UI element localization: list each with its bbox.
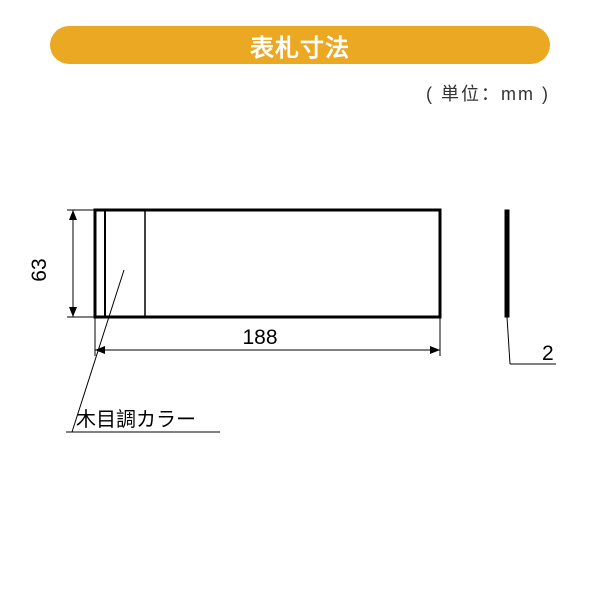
dim-h-value: 63 [28, 258, 51, 281]
dimension-diagram: 63 188 2 木目調カラー [0, 140, 600, 580]
callout-leader [72, 270, 124, 432]
callout-label: 木目調カラー [76, 408, 196, 431]
title-bar: 表札寸法 [50, 26, 550, 64]
dim-t-value: 2 [542, 342, 554, 365]
dim-w-value: 188 [242, 326, 277, 349]
side-view-rect [505, 210, 509, 317]
title-text: 表札寸法 [250, 28, 350, 63]
front-view-rect [95, 210, 440, 317]
dim-t-tick [507, 317, 510, 364]
unit-label: ( 単位：mm ) [426, 80, 550, 106]
